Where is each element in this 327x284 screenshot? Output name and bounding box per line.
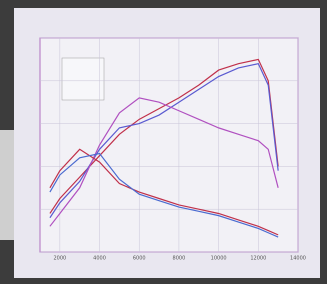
x-tick-label: 2000 (53, 256, 66, 262)
x-tick-label: 6000 (133, 256, 146, 262)
x-tick-label: 10000 (211, 256, 227, 262)
chart: 2000 4000 6000 8000 10000 12000 14000 (0, 0, 327, 284)
legend-box (62, 58, 104, 100)
x-tick-label: 14000 (290, 256, 306, 262)
x-tick-label: 4000 (93, 256, 106, 262)
x-tick-label: 8000 (173, 256, 186, 262)
x-tick-label: 12000 (250, 256, 266, 262)
